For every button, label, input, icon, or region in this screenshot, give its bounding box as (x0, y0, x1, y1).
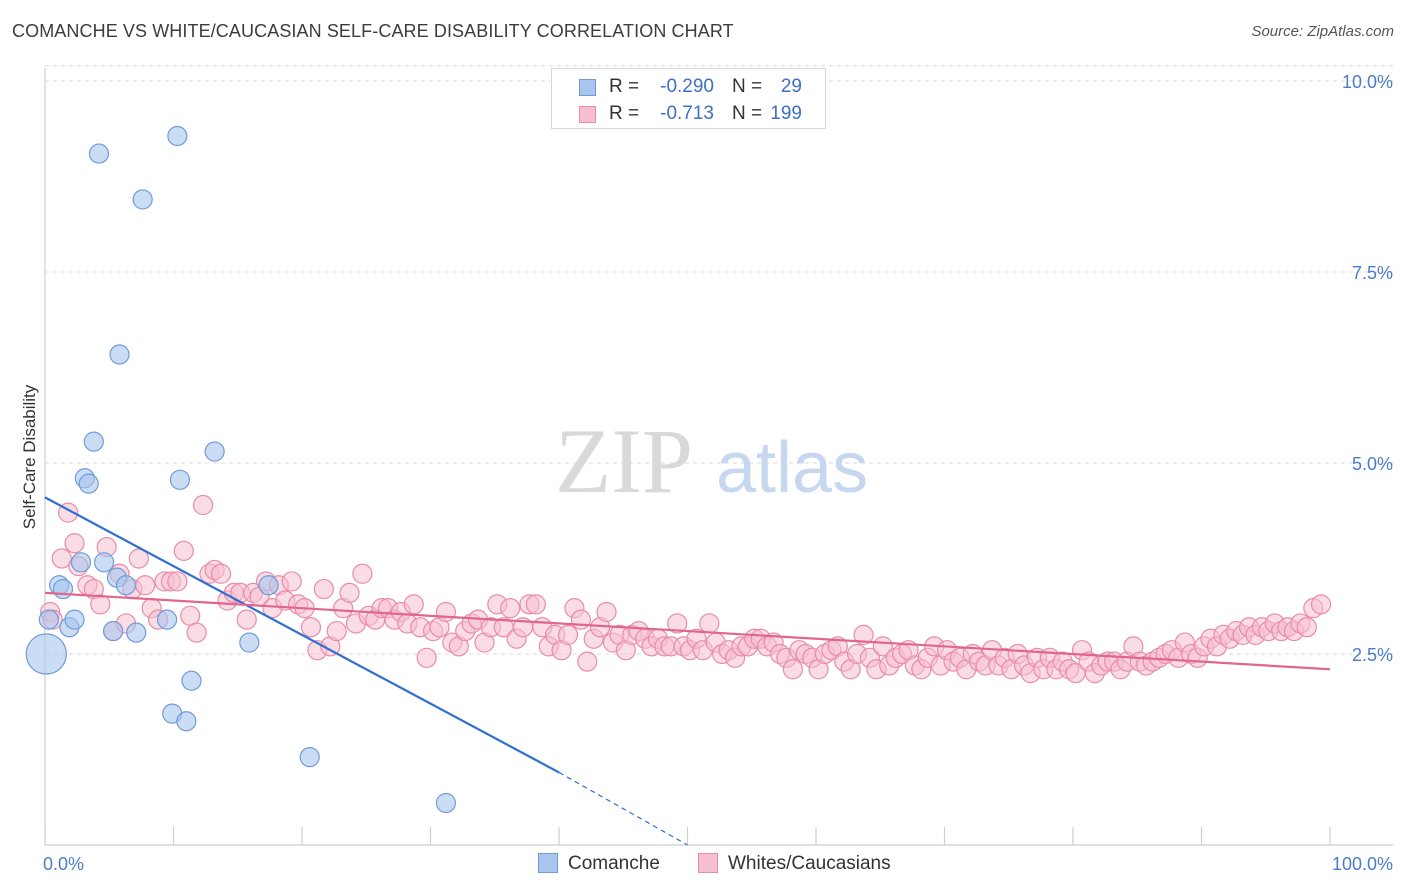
comanche-point (126, 622, 147, 643)
watermark-atlas: atlas (716, 428, 868, 508)
whites-caucasians-point (525, 594, 546, 615)
comanche-point (204, 441, 225, 462)
legend-r-label: R = (609, 76, 640, 97)
comanche-point (169, 469, 191, 490)
comanche-point (115, 575, 137, 596)
comanche-point (70, 552, 92, 573)
comanche-point (176, 711, 197, 732)
whites-caucasians-point (192, 494, 214, 516)
comanche-point (103, 620, 124, 642)
y-tick-label: 7.5% (1352, 263, 1393, 283)
comanche-point (109, 344, 130, 365)
comanche-point (299, 747, 320, 768)
y-tick-label: 5.0% (1352, 454, 1393, 474)
x-tick-label-min: 0.0% (43, 854, 84, 874)
comanche-point (435, 792, 457, 814)
whites-caucasians-point (352, 563, 373, 584)
axes (44, 68, 1393, 846)
legend-n-value: 199 (770, 103, 802, 124)
whites-caucasians-point (667, 613, 688, 634)
legend-swatch-comanche (579, 79, 596, 96)
whites-caucasians-point (90, 594, 111, 615)
comanche-point (88, 143, 110, 164)
whites-caucasians-point (853, 624, 874, 646)
comanche-point (38, 609, 59, 630)
whites-caucasians-point (51, 548, 72, 569)
whites-caucasians-point (128, 548, 149, 569)
whites-caucasians-point (500, 598, 521, 619)
bottom-legend-label-whites: Whites/Caucasians (728, 853, 891, 874)
whites-caucasians-point (167, 571, 188, 592)
comanche-point (132, 189, 153, 210)
whites-caucasians-point (403, 594, 424, 615)
whites-caucasians-point (210, 563, 232, 584)
watermark-zip: ZIP (555, 410, 693, 512)
bottom-legend-label-comanche: Comanche (568, 853, 660, 874)
whites-caucasians-point (64, 533, 85, 554)
whites-caucasians-point (1310, 594, 1332, 615)
legend-swatch-whites (579, 106, 596, 123)
legend-n-value: 29 (780, 76, 802, 97)
comanche-point (52, 578, 74, 600)
correlation-legend: R = -0.290 N = 29 R = -0.713 N = 199 (551, 68, 826, 129)
comanche-point (64, 609, 85, 630)
source-note: Source: ZipAtlas.com (1251, 23, 1394, 40)
y-tick-label: 10.0% (1342, 72, 1393, 92)
comanche-trendline (44, 496, 560, 774)
whites-caucasians-point (180, 605, 201, 626)
comanche-point (258, 575, 279, 596)
comanche-point (239, 632, 260, 653)
whites-caucasians-point (435, 601, 457, 623)
comanche-point (83, 431, 104, 452)
comanche-point (156, 609, 178, 630)
whites-caucasians-point (339, 582, 360, 603)
whites-caucasians-point (782, 659, 803, 680)
whites-caucasians-point (596, 601, 617, 623)
x-tick-label-max: 100.0% (1332, 854, 1393, 874)
chart-title: COMANCHE VS WHITE/CAUCASIAN SELF-CARE DI… (12, 21, 734, 41)
legend-r-label: R = (609, 103, 640, 124)
comanche-point (94, 552, 115, 573)
y-tick-labels: 2.5% 5.0% 7.5% 10.0% (1342, 72, 1393, 665)
whites-caucasians-point (173, 540, 194, 561)
comanche-point (78, 473, 99, 494)
gridlines (45, 65, 1393, 655)
whites-caucasians-point (1296, 617, 1317, 638)
whites-caucasians-point (699, 613, 720, 634)
legend-r-value: -0.713 (660, 103, 714, 124)
bottom-legend-swatch-comanche (538, 853, 558, 873)
legend-r-value: -0.290 (660, 76, 714, 97)
whites-caucasians-point (416, 647, 437, 668)
comanche-point (167, 125, 188, 147)
whites-caucasians-point (570, 609, 591, 630)
whites-caucasians-point (313, 578, 334, 600)
legend-n-label: N = (732, 76, 763, 97)
legend-n-label: N = (732, 103, 763, 124)
y-tick-label: 2.5% (1352, 645, 1393, 665)
whites-caucasians-point (577, 651, 598, 672)
bottom-legend-swatch-whites (698, 853, 718, 873)
comanche-point (181, 670, 202, 691)
whites-caucasians-trendline (44, 591, 1331, 671)
whites-caucasians-point (557, 624, 579, 646)
comanche-point (25, 633, 67, 675)
trendlines (44, 496, 1331, 846)
whites-caucasians-points (40, 494, 1332, 684)
whites-caucasians-point (281, 571, 302, 592)
comanche-trendline-extension (558, 771, 688, 846)
whites-caucasians-point (135, 575, 156, 596)
comanche-points (25, 125, 457, 814)
y-axis-label: Self-Care Disability (20, 384, 39, 529)
whites-caucasians-point (300, 617, 322, 638)
whites-caucasians-point (186, 622, 207, 643)
whites-caucasians-point (326, 620, 347, 642)
whites-caucasians-point (236, 609, 257, 630)
